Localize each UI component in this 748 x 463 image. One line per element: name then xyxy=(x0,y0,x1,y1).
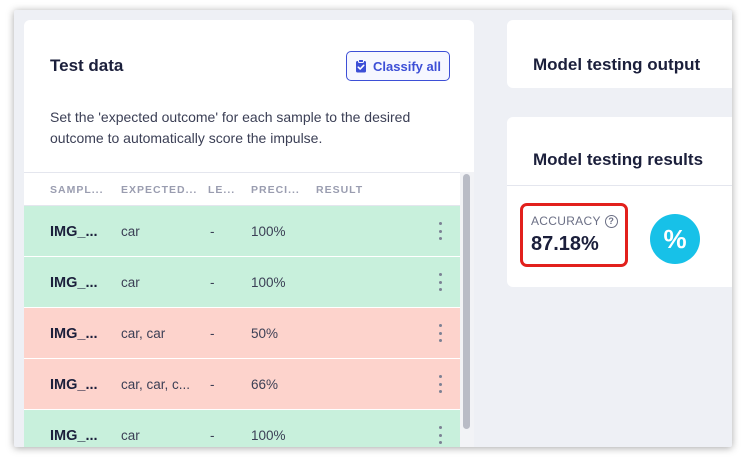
test-data-description: Set the 'expected outcome' for each samp… xyxy=(50,109,411,146)
column-header-length[interactable]: LE... xyxy=(208,184,236,196)
model-testing-results-title: Model testing results xyxy=(533,150,704,169)
column-header-result[interactable]: RESULT xyxy=(316,184,364,196)
classify-all-label: Classify all xyxy=(373,58,441,74)
expected-outcome: car, car, c... xyxy=(121,377,191,392)
test-data-table: SAMPL... EXPECTED... LE... PRECI... RESU… xyxy=(24,172,474,447)
sample-name: IMG_... xyxy=(50,428,98,444)
test-data-card: Test data Classify all Set the 'expected… xyxy=(24,20,474,447)
table-row[interactable]: IMG_... car - 100% xyxy=(24,257,474,308)
sample-name: IMG_... xyxy=(50,326,98,342)
accuracy-label: ACCURACY ? xyxy=(531,214,618,228)
column-header-expected[interactable]: EXPECTED... xyxy=(121,184,198,196)
expected-outcome: car xyxy=(121,428,140,443)
length-value: - xyxy=(210,428,215,443)
divider xyxy=(507,185,732,186)
precision-value: 100% xyxy=(251,224,286,239)
accuracy-label-text: ACCURACY xyxy=(531,214,601,228)
test-data-title: Test data xyxy=(50,56,124,75)
kebab-menu-icon[interactable] xyxy=(437,324,443,342)
expected-outcome: car xyxy=(121,224,140,239)
model-testing-output-card: Model testing output xyxy=(507,20,732,88)
precision-value: 100% xyxy=(251,275,286,290)
question-circle-icon[interactable]: ? xyxy=(604,214,618,228)
table-row[interactable]: IMG_... car - 100% xyxy=(24,206,474,257)
kebab-menu-icon[interactable] xyxy=(437,375,443,393)
length-value: - xyxy=(210,275,215,290)
length-value: - xyxy=(210,326,215,341)
column-header-sample[interactable]: SAMPL... xyxy=(50,184,104,196)
kebab-menu-icon[interactable] xyxy=(437,426,443,444)
kebab-menu-icon[interactable] xyxy=(437,273,443,291)
precision-value: 66% xyxy=(251,377,279,392)
sample-name: IMG_... xyxy=(50,377,98,393)
precision-value: 50% xyxy=(251,326,279,341)
length-value: - xyxy=(210,377,215,392)
classify-all-button[interactable]: Classify all xyxy=(346,51,450,81)
app-window: Test data Classify all Set the 'expected… xyxy=(14,10,732,447)
precision-value: 100% xyxy=(251,428,286,443)
percent-icon: % xyxy=(650,214,700,264)
column-header-precision[interactable]: PRECI... xyxy=(251,184,300,196)
table-scrollbar[interactable] xyxy=(460,172,474,447)
expected-outcome: car xyxy=(121,275,140,290)
expected-outcome: car, car xyxy=(121,326,166,341)
sample-name: IMG_... xyxy=(50,224,98,240)
model-testing-output-title: Model testing output xyxy=(533,55,701,74)
scrollbar-thumb[interactable] xyxy=(463,174,470,429)
accuracy-highlight-box xyxy=(520,203,628,267)
clipboard-check-icon xyxy=(356,59,367,73)
table-row[interactable]: IMG_... car - 100% xyxy=(24,410,474,447)
accuracy-value: 87.18% xyxy=(531,233,599,255)
kebab-menu-icon[interactable] xyxy=(437,222,443,240)
table-row[interactable]: IMG_... car, car, c... - 66% xyxy=(24,359,474,410)
table-header: SAMPL... EXPECTED... LE... PRECI... RESU… xyxy=(24,172,474,206)
sample-name: IMG_... xyxy=(50,275,98,291)
model-testing-results-card: Model testing results ACCURACY ? 87.18% … xyxy=(507,117,732,287)
length-value: - xyxy=(210,224,215,239)
table-row[interactable]: IMG_... car, car - 50% xyxy=(24,308,474,359)
